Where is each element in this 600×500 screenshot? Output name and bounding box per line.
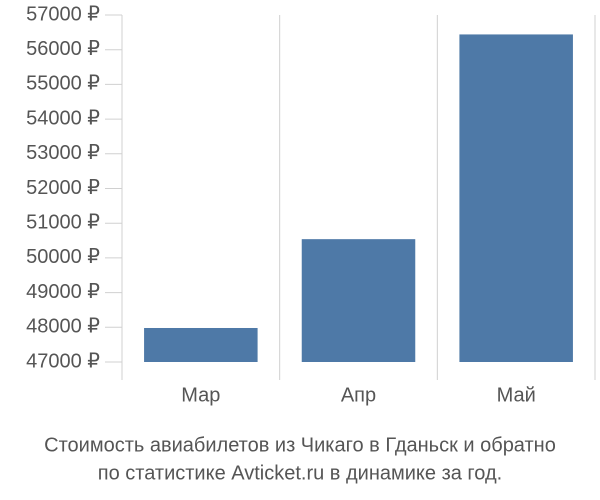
y-tick-label: 47000 ₽ xyxy=(26,350,100,372)
bar xyxy=(301,239,416,362)
y-tick-label: 48000 ₽ xyxy=(26,316,100,338)
x-tick-label: Май xyxy=(497,384,536,406)
bar xyxy=(459,34,573,362)
chart-title: по статистике Avticket.ru в динамике за … xyxy=(98,462,502,484)
bar xyxy=(144,327,258,362)
x-tick-label: Мар xyxy=(181,384,220,406)
y-tick-label: 55000 ₽ xyxy=(26,73,100,95)
x-tick-label: Апр xyxy=(341,384,376,406)
y-tick-label: 49000 ₽ xyxy=(26,281,100,303)
y-tick-label: 56000 ₽ xyxy=(26,38,100,60)
y-tick-label: 53000 ₽ xyxy=(26,142,100,164)
y-tick-label: 57000 ₽ xyxy=(26,3,100,25)
y-tick-label: 52000 ₽ xyxy=(26,177,100,199)
y-tick-label: 51000 ₽ xyxy=(26,211,100,233)
y-tick-label: 54000 ₽ xyxy=(26,107,100,129)
chart-title: Стоимость авиабилетов из Чикаго в Гданьс… xyxy=(44,434,556,456)
y-tick-label: 50000 ₽ xyxy=(26,246,100,268)
